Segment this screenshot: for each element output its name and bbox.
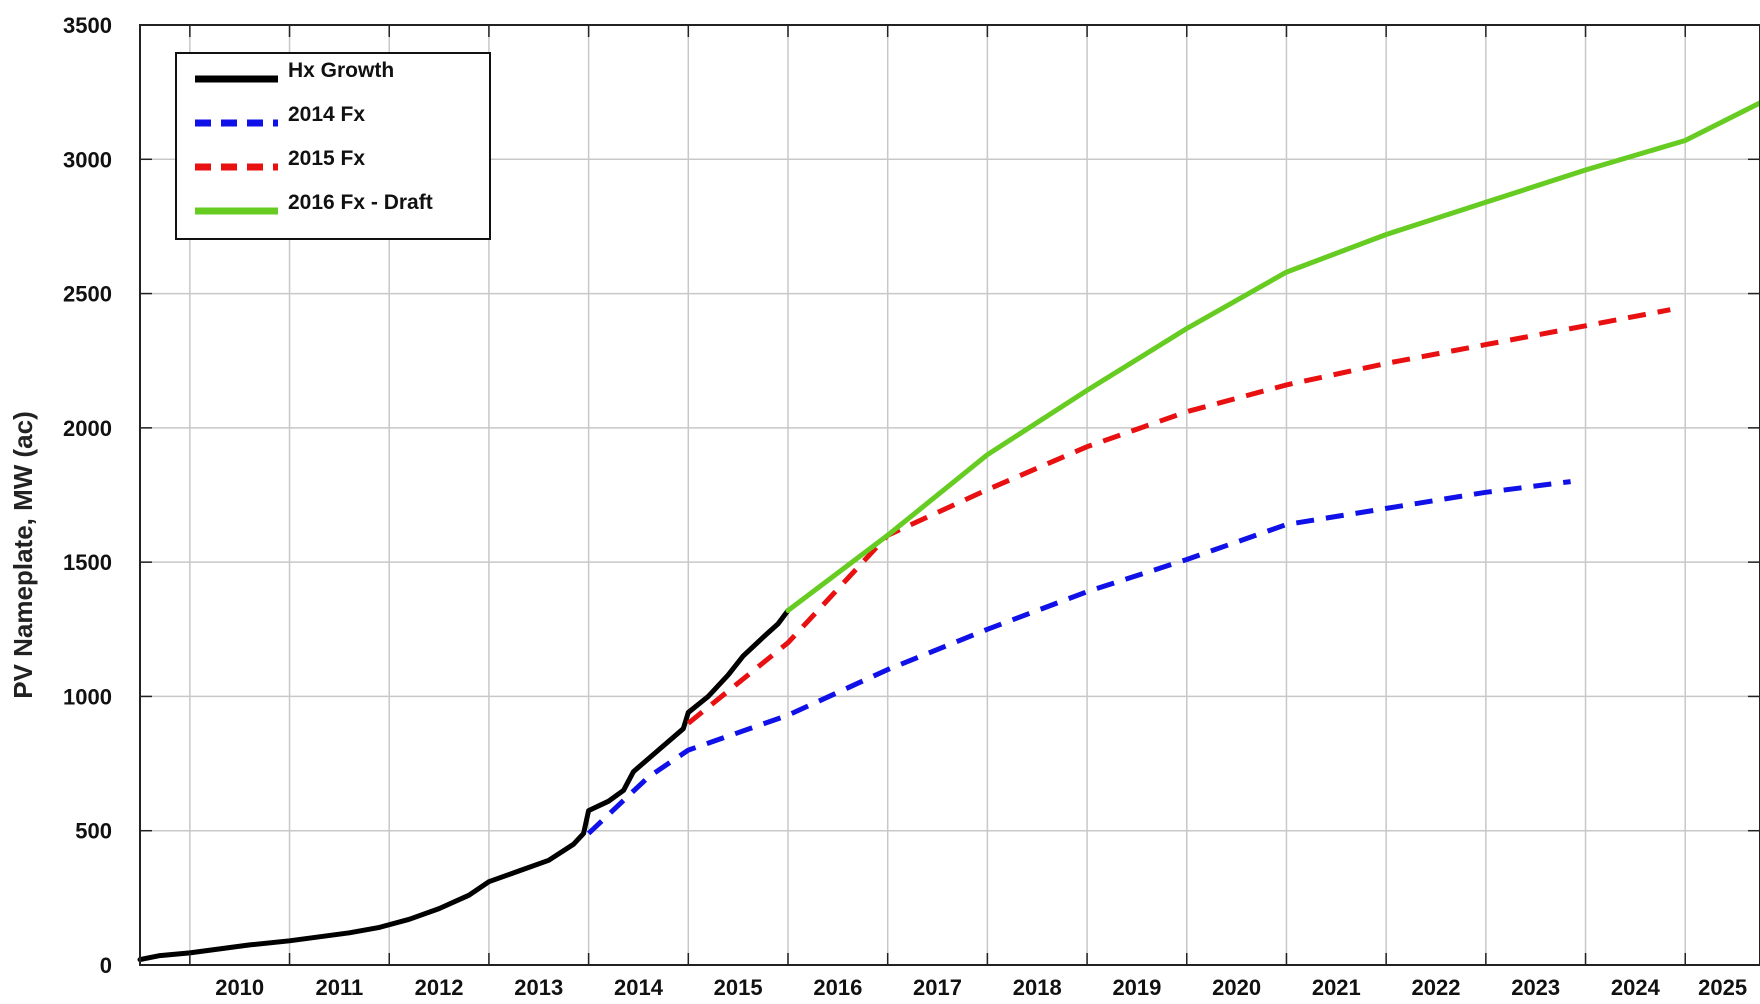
series-line-2016-fx-draft: [785, 100, 1760, 613]
y-tick-label: 2000: [63, 416, 112, 441]
x-tick-label: 2020: [1212, 975, 1261, 1000]
x-tick-label: 2021: [1312, 975, 1361, 1000]
series-line-hx-growth: [137, 608, 791, 963]
series-line-2015-fx: [686, 307, 1671, 726]
y-tick-label: 1500: [63, 550, 112, 575]
legend-label: 2015 Fx: [288, 147, 365, 170]
legend-label: Hx Growth: [288, 59, 394, 82]
x-tick-label: 2019: [1112, 975, 1161, 1000]
y-tick-label: 1000: [63, 684, 112, 709]
x-tick-label: 2025: [1698, 975, 1747, 1000]
series-lines: [137, 100, 1760, 963]
y-tick-label: 500: [75, 819, 112, 844]
legend-label: 2014 Fx: [288, 103, 365, 126]
y-tick-label: 0: [100, 953, 112, 978]
x-tick-label: 2014: [614, 975, 664, 1000]
x-tick-label: 2022: [1412, 975, 1461, 1000]
plot-frame: [139, 24, 1760, 966]
x-tick-label: 2012: [415, 975, 464, 1000]
axis-tick-labels: 0 500 1000 1500 2000 2500 3000 3500 2010 2011 2012…: [63, 13, 1747, 1000]
x-tick-label: 2023: [1511, 975, 1560, 1000]
legend-label: 2016 Fx - Draft: [288, 191, 433, 214]
x-tick-label: 2024: [1611, 975, 1661, 1000]
axis-ticks: [140, 24, 1760, 966]
y-axis-title: PV Nameplate, MW (ac): [8, 411, 38, 699]
legend: Hx Growth 2014 Fx 2015 Fx 2016 Fx - Draft: [175, 52, 491, 240]
y-tick-label: 3000: [63, 147, 112, 172]
x-tick-label: 2015: [714, 975, 763, 1000]
x-tick-label: 2017: [913, 975, 962, 1000]
y-tick-label: 3500: [63, 13, 112, 38]
grid-lines: [140, 25, 1760, 965]
y-tick-label: 2500: [63, 282, 112, 307]
x-tick-label: 2018: [1013, 975, 1062, 1000]
x-tick-label: 2011: [316, 975, 364, 1000]
x-tick-label: 2016: [813, 975, 862, 1000]
series-line-2014-fx: [586, 479, 1571, 836]
x-tick-label: 2010: [215, 975, 264, 1000]
x-tick-label: 2013: [514, 975, 563, 1000]
